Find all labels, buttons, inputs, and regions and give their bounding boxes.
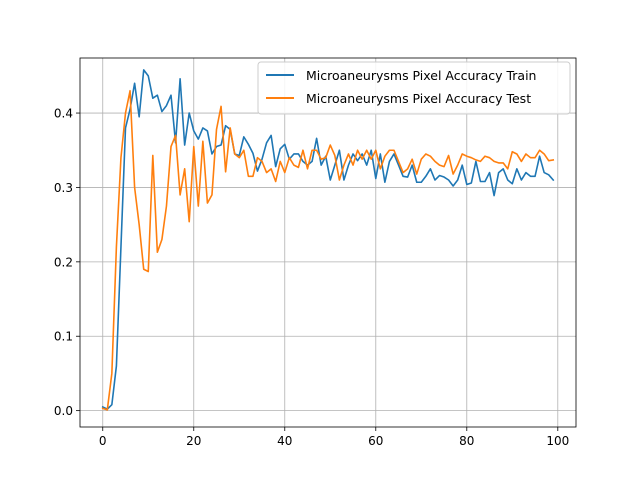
y-tick-label: 0.0 bbox=[54, 404, 73, 418]
axes-frame bbox=[79, 57, 577, 428]
x-tick-label: 100 bbox=[546, 434, 569, 448]
x-tick-label: 80 bbox=[459, 434, 474, 448]
legend-box bbox=[257, 61, 571, 115]
series-lines bbox=[101, 69, 555, 411]
x-tick-label: 0 bbox=[99, 434, 107, 448]
y-tick-label: 0.2 bbox=[54, 255, 73, 269]
legend: Microaneurysms Pixel Accuracy Train Micr… bbox=[257, 61, 571, 115]
y-tick-label: 0.1 bbox=[54, 330, 73, 344]
y-tick-label: 0.3 bbox=[54, 181, 73, 195]
legend-label-train: Microaneurysms Pixel Accuracy Train bbox=[306, 68, 536, 83]
series-line-train bbox=[101, 69, 555, 410]
x-tick-label: 60 bbox=[368, 434, 383, 448]
y-tick-label: 0.4 bbox=[54, 107, 73, 121]
axis-ticks: 0 20 40 60 80 100 0.0 0.1 0.2 0.3 0.4 bbox=[54, 107, 569, 448]
series-line-test bbox=[101, 89, 555, 411]
x-tick-label: 20 bbox=[186, 434, 201, 448]
legend-label-test: Microaneurysms Pixel Accuracy Test bbox=[306, 91, 531, 106]
x-tick-label: 40 bbox=[277, 434, 292, 448]
